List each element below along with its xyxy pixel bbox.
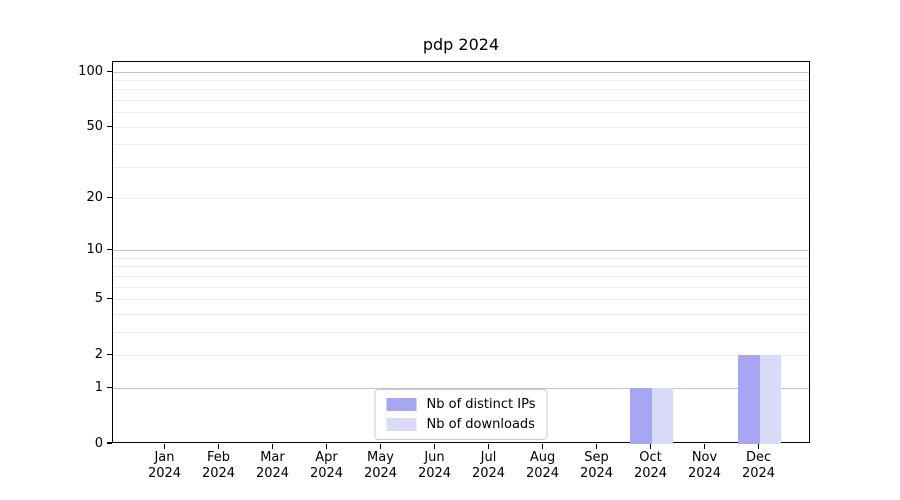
x-tick-mark <box>649 443 652 449</box>
gridline-major <box>113 250 809 252</box>
bar-downloads-oct-2024 <box>651 388 674 444</box>
x-tick-label: Mar 2024 <box>255 450 290 481</box>
x-tick-mark <box>541 443 544 449</box>
gridline-minor <box>113 126 809 128</box>
y-tick-mark <box>107 197 112 199</box>
plot-area <box>112 61 810 444</box>
legend: Nb of distinct IPs Nb of downloads <box>374 389 548 440</box>
x-tick-label: Sep 2024 <box>579 450 614 481</box>
gridline-minor <box>113 112 809 114</box>
gridline-minor <box>113 100 809 102</box>
gridline-minor <box>113 89 809 91</box>
legend-item-distinct-ips: Nb of distinct IPs <box>386 397 536 412</box>
x-tick-mark <box>271 443 274 449</box>
x-tick-mark <box>325 443 328 449</box>
chart-title: pdp 2024 <box>422 35 500 54</box>
x-tick-label: Jan 2024 <box>147 450 182 481</box>
bar-downloads-dec-2024 <box>759 355 782 444</box>
y-tick-label: 2 <box>94 346 103 362</box>
x-tick-mark <box>595 443 598 449</box>
gridline-minor <box>113 166 809 168</box>
y-tick-label: 10 <box>86 242 103 258</box>
legend-label-downloads: Nb of downloads <box>426 417 535 432</box>
x-tick-mark <box>757 443 760 449</box>
gridline-minor <box>113 257 809 259</box>
x-tick-label: Feb 2024 <box>201 450 236 481</box>
x-tick-label: Jul 2024 <box>471 450 506 481</box>
x-tick-label: Nov 2024 <box>687 450 722 481</box>
x-tick-label: Apr 2024 <box>309 450 344 481</box>
y-tick-label: 0 <box>94 435 103 451</box>
x-tick-mark <box>217 443 220 449</box>
y-tick-mark <box>107 125 112 127</box>
bar-distinct-ips-dec-2024 <box>737 355 760 444</box>
x-tick-mark <box>433 443 436 449</box>
legend-item-downloads: Nb of downloads <box>386 417 536 432</box>
y-tick-label: 1 <box>94 379 103 395</box>
y-tick-label: 100 <box>78 63 103 79</box>
legend-swatch-downloads <box>386 418 417 431</box>
x-tick-label: Aug 2024 <box>525 450 560 481</box>
y-tick-label: 50 <box>86 118 103 134</box>
gridline-minor <box>113 331 809 333</box>
bar-distinct-ips-oct-2024 <box>629 388 652 444</box>
y-tick-label: 5 <box>94 291 103 307</box>
gridline-minor <box>113 354 809 356</box>
gridline-major <box>113 71 809 73</box>
x-tick-label: May 2024 <box>363 450 398 481</box>
y-tick-label: 20 <box>86 190 103 206</box>
gridline-minor <box>113 144 809 146</box>
gridline-minor <box>113 299 809 301</box>
x-tick-label: Dec 2024 <box>741 450 776 481</box>
y-tick-mark <box>107 298 112 300</box>
x-tick-mark <box>163 443 166 449</box>
gridline-major <box>113 387 809 389</box>
gridline-minor <box>113 80 809 82</box>
gridline-minor <box>113 275 809 277</box>
y-tick-mark <box>107 386 112 388</box>
x-tick-mark <box>703 443 706 449</box>
y-tick-mark <box>107 353 112 356</box>
y-tick-mark <box>107 249 112 251</box>
gridline-minor <box>113 198 809 200</box>
gridline-minor <box>113 266 809 268</box>
x-tick-label: Oct 2024 <box>633 450 668 481</box>
gridline-minor <box>113 286 809 288</box>
legend-swatch-distinct-ips <box>386 398 417 411</box>
x-tick-mark <box>379 443 382 449</box>
legend-label-distinct-ips: Nb of distinct IPs <box>426 397 536 412</box>
y-tick-mark <box>107 70 112 72</box>
gridline-minor <box>113 313 809 315</box>
y-tick-mark <box>107 442 112 444</box>
x-tick-mark <box>487 443 490 449</box>
x-tick-label: Jun 2024 <box>417 450 452 481</box>
